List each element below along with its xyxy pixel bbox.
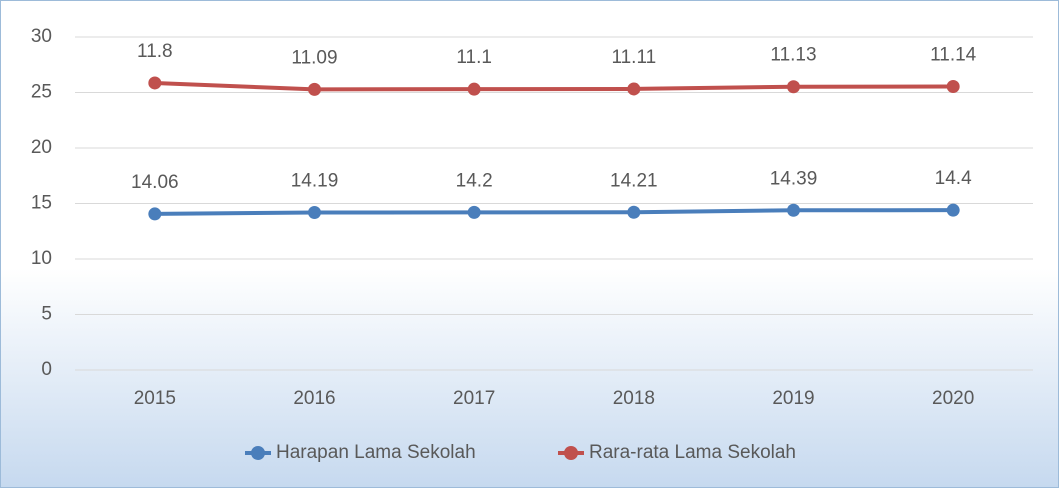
- x-tick-label: 2016: [293, 388, 335, 409]
- x-tick-label: 2015: [134, 388, 176, 409]
- y-tick-label: 10: [31, 248, 52, 269]
- y-tick-label: 5: [41, 304, 52, 325]
- y-tick-label: 25: [31, 82, 52, 103]
- data-point: [467, 82, 481, 96]
- data-label: 11.8: [137, 41, 173, 62]
- data-point: [627, 82, 641, 96]
- data-point: [148, 207, 162, 221]
- data-label: 11.11: [611, 47, 656, 68]
- x-tick-label: 2020: [932, 388, 974, 409]
- data-label: 14.39: [770, 168, 818, 189]
- data-point: [787, 203, 800, 217]
- data-label: 11.13: [770, 45, 816, 66]
- data-point: [308, 205, 321, 219]
- x-tick-label: 2019: [772, 388, 814, 409]
- data-point: [308, 82, 321, 96]
- data-point: [946, 80, 960, 94]
- y-tick-label: 0: [41, 359, 52, 380]
- legend-marker: [564, 446, 578, 460]
- data-label: 11.14: [930, 45, 977, 66]
- y-tick-label: 30: [31, 26, 52, 47]
- data-label: 11.09: [291, 47, 337, 68]
- legend-label: Harapan Lama Sekolah: [276, 442, 476, 463]
- data-label: 11.1: [456, 47, 492, 68]
- data-label: 14.19: [291, 171, 339, 192]
- data-point: [467, 205, 481, 219]
- data-label: 14.06: [131, 172, 179, 193]
- data-point: [627, 205, 641, 219]
- x-tick-label: 2018: [613, 388, 655, 409]
- data-label: 14.4: [935, 168, 972, 189]
- data-label: 14.21: [610, 170, 658, 191]
- y-tick-label: 20: [31, 137, 52, 158]
- y-tick-label: 15: [31, 193, 52, 214]
- data-point: [148, 76, 162, 90]
- x-tick-label: 2017: [453, 388, 495, 409]
- legend-marker: [251, 446, 265, 460]
- legend-label: Rara-rata Lama Sekolah: [589, 442, 796, 463]
- series-line: [154, 80, 954, 92]
- data-point: [787, 80, 800, 94]
- data-label: 14.2: [456, 170, 493, 191]
- series-line: [154, 208, 954, 216]
- data-point: [946, 203, 960, 217]
